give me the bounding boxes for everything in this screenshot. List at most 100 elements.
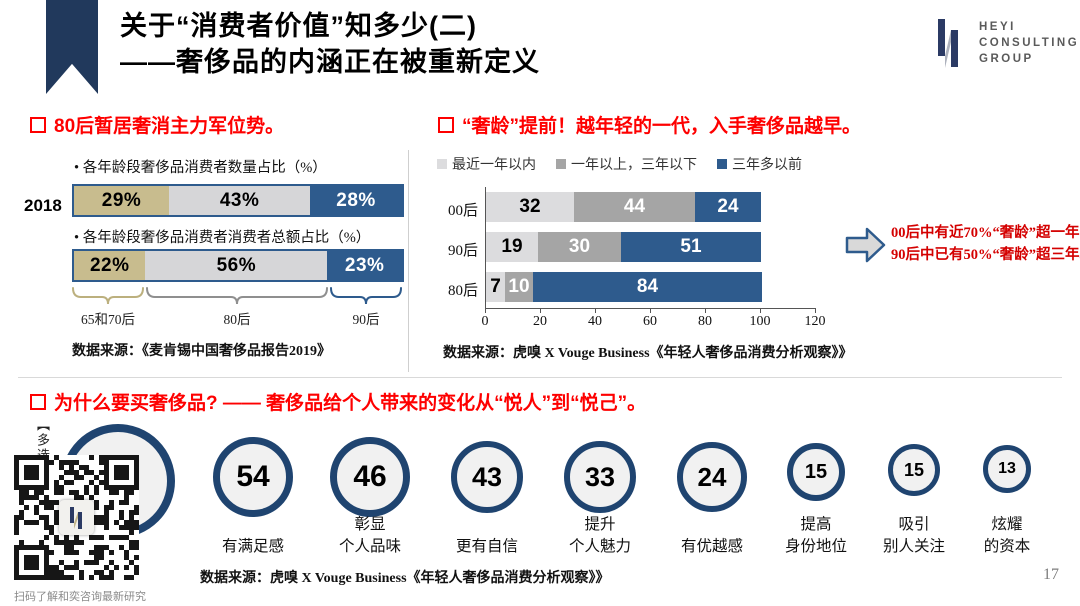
x-tick-0: 0	[481, 314, 489, 329]
seg-00s-mid: 44	[574, 192, 695, 222]
qr-caption: 扫码了解和奕咨询最新研究	[14, 591, 146, 603]
seg-00s-over3: 24	[695, 192, 761, 222]
legend-label: 一年以上，三年以下	[571, 158, 697, 173]
y-axis-line	[485, 187, 486, 308]
circle-label-taste: 彰显 个人品味	[338, 516, 401, 555]
legend-swatch-light-icon	[437, 159, 447, 169]
seg-90s-recent: 19	[486, 232, 538, 262]
title-line-1: 关于“消费者价值”知多少(二)	[120, 11, 477, 41]
square-bullet-icon	[30, 116, 46, 133]
x-tick-40: 40	[588, 314, 602, 329]
x-tick-80: 80	[698, 314, 712, 329]
bookmark-ribbon-icon	[46, 0, 98, 94]
left-heading-text: 80后暂居奢消主力军位势。	[54, 116, 285, 137]
logo-line-1: HEYI	[979, 21, 1016, 33]
circle-label-satisfaction: 有满足感	[221, 538, 284, 555]
heyi-logo-icon	[938, 19, 958, 68]
right-section-heading: “奢龄”提前！越年轻的一代，入手奢侈品越早。	[438, 111, 861, 138]
x-tick-100: 100	[749, 314, 771, 329]
legend-label: 三年多以前	[732, 158, 802, 173]
brace-label-80s: 80后	[223, 312, 251, 327]
bar2-segment-65-70s: 22%	[74, 251, 146, 280]
brace-65-70s-icon	[72, 287, 144, 305]
circle-stat-24: 24	[677, 442, 747, 512]
bar-row-00s: 32 44 24	[486, 192, 761, 222]
horizontal-divider	[18, 377, 1062, 378]
bar2-segment-90s: 23%	[327, 251, 402, 280]
x-axis-line	[485, 308, 816, 309]
x-tick-60: 60	[643, 314, 657, 329]
circle-stat-13: 13	[983, 445, 1031, 493]
bar1-segment-90s: 28%	[310, 186, 402, 215]
vertical-divider	[408, 150, 409, 372]
right-arrow-icon	[845, 227, 886, 263]
right-heading-text: “奢龄”提前！越年轻的一代，入手奢侈品越早。	[462, 116, 862, 137]
bar1-segment-80s: 43%	[169, 186, 311, 215]
row-label-00s: 00后	[447, 203, 478, 219]
x-tick-20: 20	[533, 314, 547, 329]
legend-swatch-blue-icon	[717, 159, 727, 169]
left-chart2-title: • 各年龄段奢侈品消费者消费者总额占比（%）	[74, 230, 371, 246]
brace-label-65-70s: 65和70后	[81, 312, 135, 327]
seg-80s-over3: 84	[533, 272, 762, 302]
bottom-heading-text: 为什么要买奢侈品? —— 奢侈品给个人带来的变化从“悦人”到“悦己”。	[54, 393, 647, 414]
legend-item-one-to-three: 一年以上，三年以下	[556, 154, 697, 174]
circle-stat-15a: 15	[787, 443, 845, 501]
year-label: 2018	[24, 196, 62, 215]
circle-label-confidence: 更有自信	[455, 538, 518, 555]
right-source-text: 数据来源：虎嗅 X Vouge Business《年轻人奢侈品消费分析观察》》	[443, 346, 853, 361]
bar2-segment-80s: 56%	[145, 251, 328, 280]
circle-stat-15b: 15	[888, 444, 940, 496]
circle-label-status: 提高 身份地位	[784, 516, 847, 555]
qr-code-pattern	[14, 455, 139, 580]
brace-label-90s: 90后	[352, 312, 380, 327]
qr-center-logo-icon	[59, 500, 94, 535]
circle-stat-46: 46	[330, 437, 410, 517]
company-logo: HEYI CONSULTING GROUP	[933, 16, 1079, 70]
annotation-line-2: 90后中已有50%“奢龄”超三年。	[891, 247, 1080, 263]
left-stacked-bar-1: 29% 43% 28%	[72, 184, 404, 217]
brace-80s-icon	[146, 287, 328, 305]
row-label-90s: 90后	[447, 243, 478, 259]
title-line-2: ——奢侈品的内涵正在被重新定义	[120, 47, 540, 77]
left-section-heading: 80后暂居奢消主力军位势。	[30, 111, 284, 138]
logo-line-2: CONSULTING	[979, 37, 1080, 49]
circle-stat-54: 54	[213, 437, 293, 517]
circle-label-charm: 提升 个人魅力	[568, 516, 631, 555]
circle-stat-43: 43	[451, 441, 523, 513]
legend-label: 最近一年以内	[452, 158, 536, 173]
row-label-80s: 80后	[447, 283, 478, 299]
qr-code	[14, 455, 139, 580]
left-source-text: 数据来源：《麦肯锡中国奢侈品报告2019》	[72, 344, 331, 359]
multi-select-note: 【多选	[35, 418, 50, 463]
annotation-line-1: 00后中有近70%“奢龄”超一年，	[891, 225, 1080, 241]
square-bullet-icon	[438, 116, 454, 133]
circle-stat-33: 33	[564, 441, 636, 513]
bar-row-80s: 7 10 84	[486, 272, 762, 302]
left-chart1-title: • 各年龄段奢侈品消费者数量占比（%）	[74, 160, 327, 176]
seg-90s-over3: 51	[621, 232, 761, 262]
brace-90s-icon	[330, 287, 402, 305]
bottom-source-text: 数据来源：虎嗅 X Vouge Business《年轻人奢侈品消费分析观察》》	[200, 571, 610, 586]
seg-90s-mid: 30	[538, 232, 621, 262]
x-tick-120: 120	[804, 314, 826, 329]
circle-label-attention: 吸引 别人关注	[882, 516, 945, 555]
seg-80s-mid: 10	[505, 272, 533, 302]
circle-label-showoff: 炫耀 的资本	[983, 516, 1031, 555]
square-bullet-icon	[30, 393, 46, 410]
logo-line-3: GROUP	[979, 53, 1034, 65]
bar1-segment-65-70s: 29%	[74, 186, 170, 215]
seg-80s-recent: 7	[486, 272, 505, 302]
circle-label-superiority: 有优越感	[680, 538, 743, 555]
logo-text: HEYI CONSULTING GROUP	[979, 19, 1079, 67]
left-stacked-bar-2: 22% 56% 23%	[72, 249, 404, 282]
bottom-section-heading: 为什么要买奢侈品? —— 奢侈品给个人带来的变化从“悦人”到“悦己”。	[30, 388, 646, 415]
legend-item-over-three: 三年多以前	[717, 154, 802, 174]
seg-00s-recent: 32	[486, 192, 574, 222]
page-title: 关于“消费者价值”知多少(二) ——奢侈品的内涵正在被重新定义	[120, 8, 540, 80]
legend-item-recent-year: 最近一年以内	[437, 154, 536, 174]
red-annotation: 00后中有近70%“奢龄”超一年， 90后中已有50%“奢龄”超三年。	[891, 222, 1080, 266]
page-number: 17	[1043, 566, 1059, 583]
bar-row-90s: 19 30 51	[486, 232, 761, 262]
